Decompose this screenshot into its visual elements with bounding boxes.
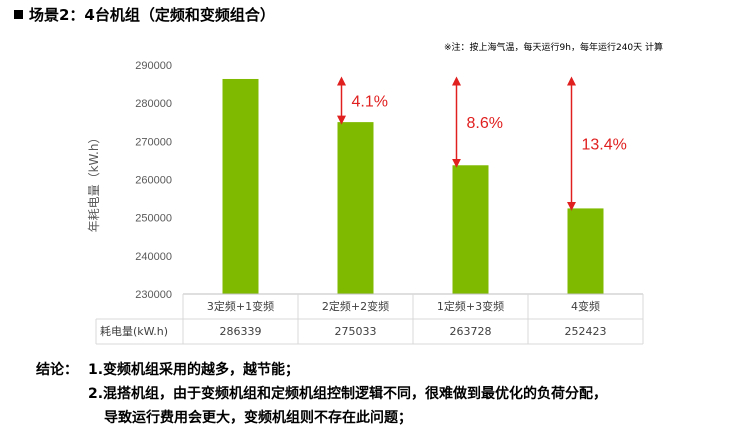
savings-percent-label: 8.6% <box>467 115 503 132</box>
y-tick-label: 230000 <box>135 289 172 301</box>
table-cell-value: 286339 <box>220 325 262 338</box>
bar <box>567 208 604 294</box>
y-tick-label: 280000 <box>135 98 172 110</box>
conclusion-line-1: 1.变频机组采用的越多，越节能； <box>88 362 300 378</box>
y-tick-label: 250000 <box>135 213 172 225</box>
bar <box>452 165 489 294</box>
slide-title: 场景2：4台机组（定频和变频组合） <box>14 4 275 25</box>
conclusion-line-3: 导致运行费用会更大，变频机组则不存在此问题； <box>104 410 412 426</box>
y-axis-label: 年耗电量（kW.h） <box>87 132 101 233</box>
table-row-label: 耗电量(kW.h) <box>100 325 168 338</box>
y-tick-label: 260000 <box>135 175 172 187</box>
x-category-label: 2定频+2变频 <box>322 299 389 313</box>
bar-chart: 230000 240000 250000 260000 270000 280000 2900… <box>87 60 644 345</box>
y-tick-label: 270000 <box>135 136 172 148</box>
x-category-label: 4变频 <box>571 299 600 313</box>
conclusion-line-2: 2.混搭机组，由于变频机组和定频机组控制逻辑不同，很难做到最优化的负荷分配， <box>88 386 608 402</box>
bullet-square-icon <box>14 10 23 19</box>
y-tick-label: 240000 <box>135 251 172 263</box>
table-cell-value: 252423 <box>565 325 607 338</box>
slide-title-text: 场景2：4台机组（定频和变频组合） <box>29 6 275 24</box>
table-cell-value: 263728 <box>450 325 492 338</box>
chart-footnote: ※注：按上海气温，每天运行9h，每年运行240天 计算 <box>444 43 664 53</box>
x-category-label: 1定频+3变频 <box>437 299 504 313</box>
savings-percent-label: 13.4% <box>582 137 627 154</box>
x-category-label: 3定频+1变频 <box>207 299 274 313</box>
y-tick-label: 290000 <box>135 60 172 72</box>
conclusion-label: 结论： <box>36 362 78 378</box>
bar <box>337 122 374 294</box>
bar <box>222 78 259 295</box>
conclusion-block: 结论： 1.变频机组采用的越多，越节能； 2.混搭机组，由于变频机组和定频机组控制… <box>36 358 607 430</box>
savings-percent-label: 4.1% <box>352 94 388 111</box>
table-cell-value: 275033 <box>335 325 377 338</box>
